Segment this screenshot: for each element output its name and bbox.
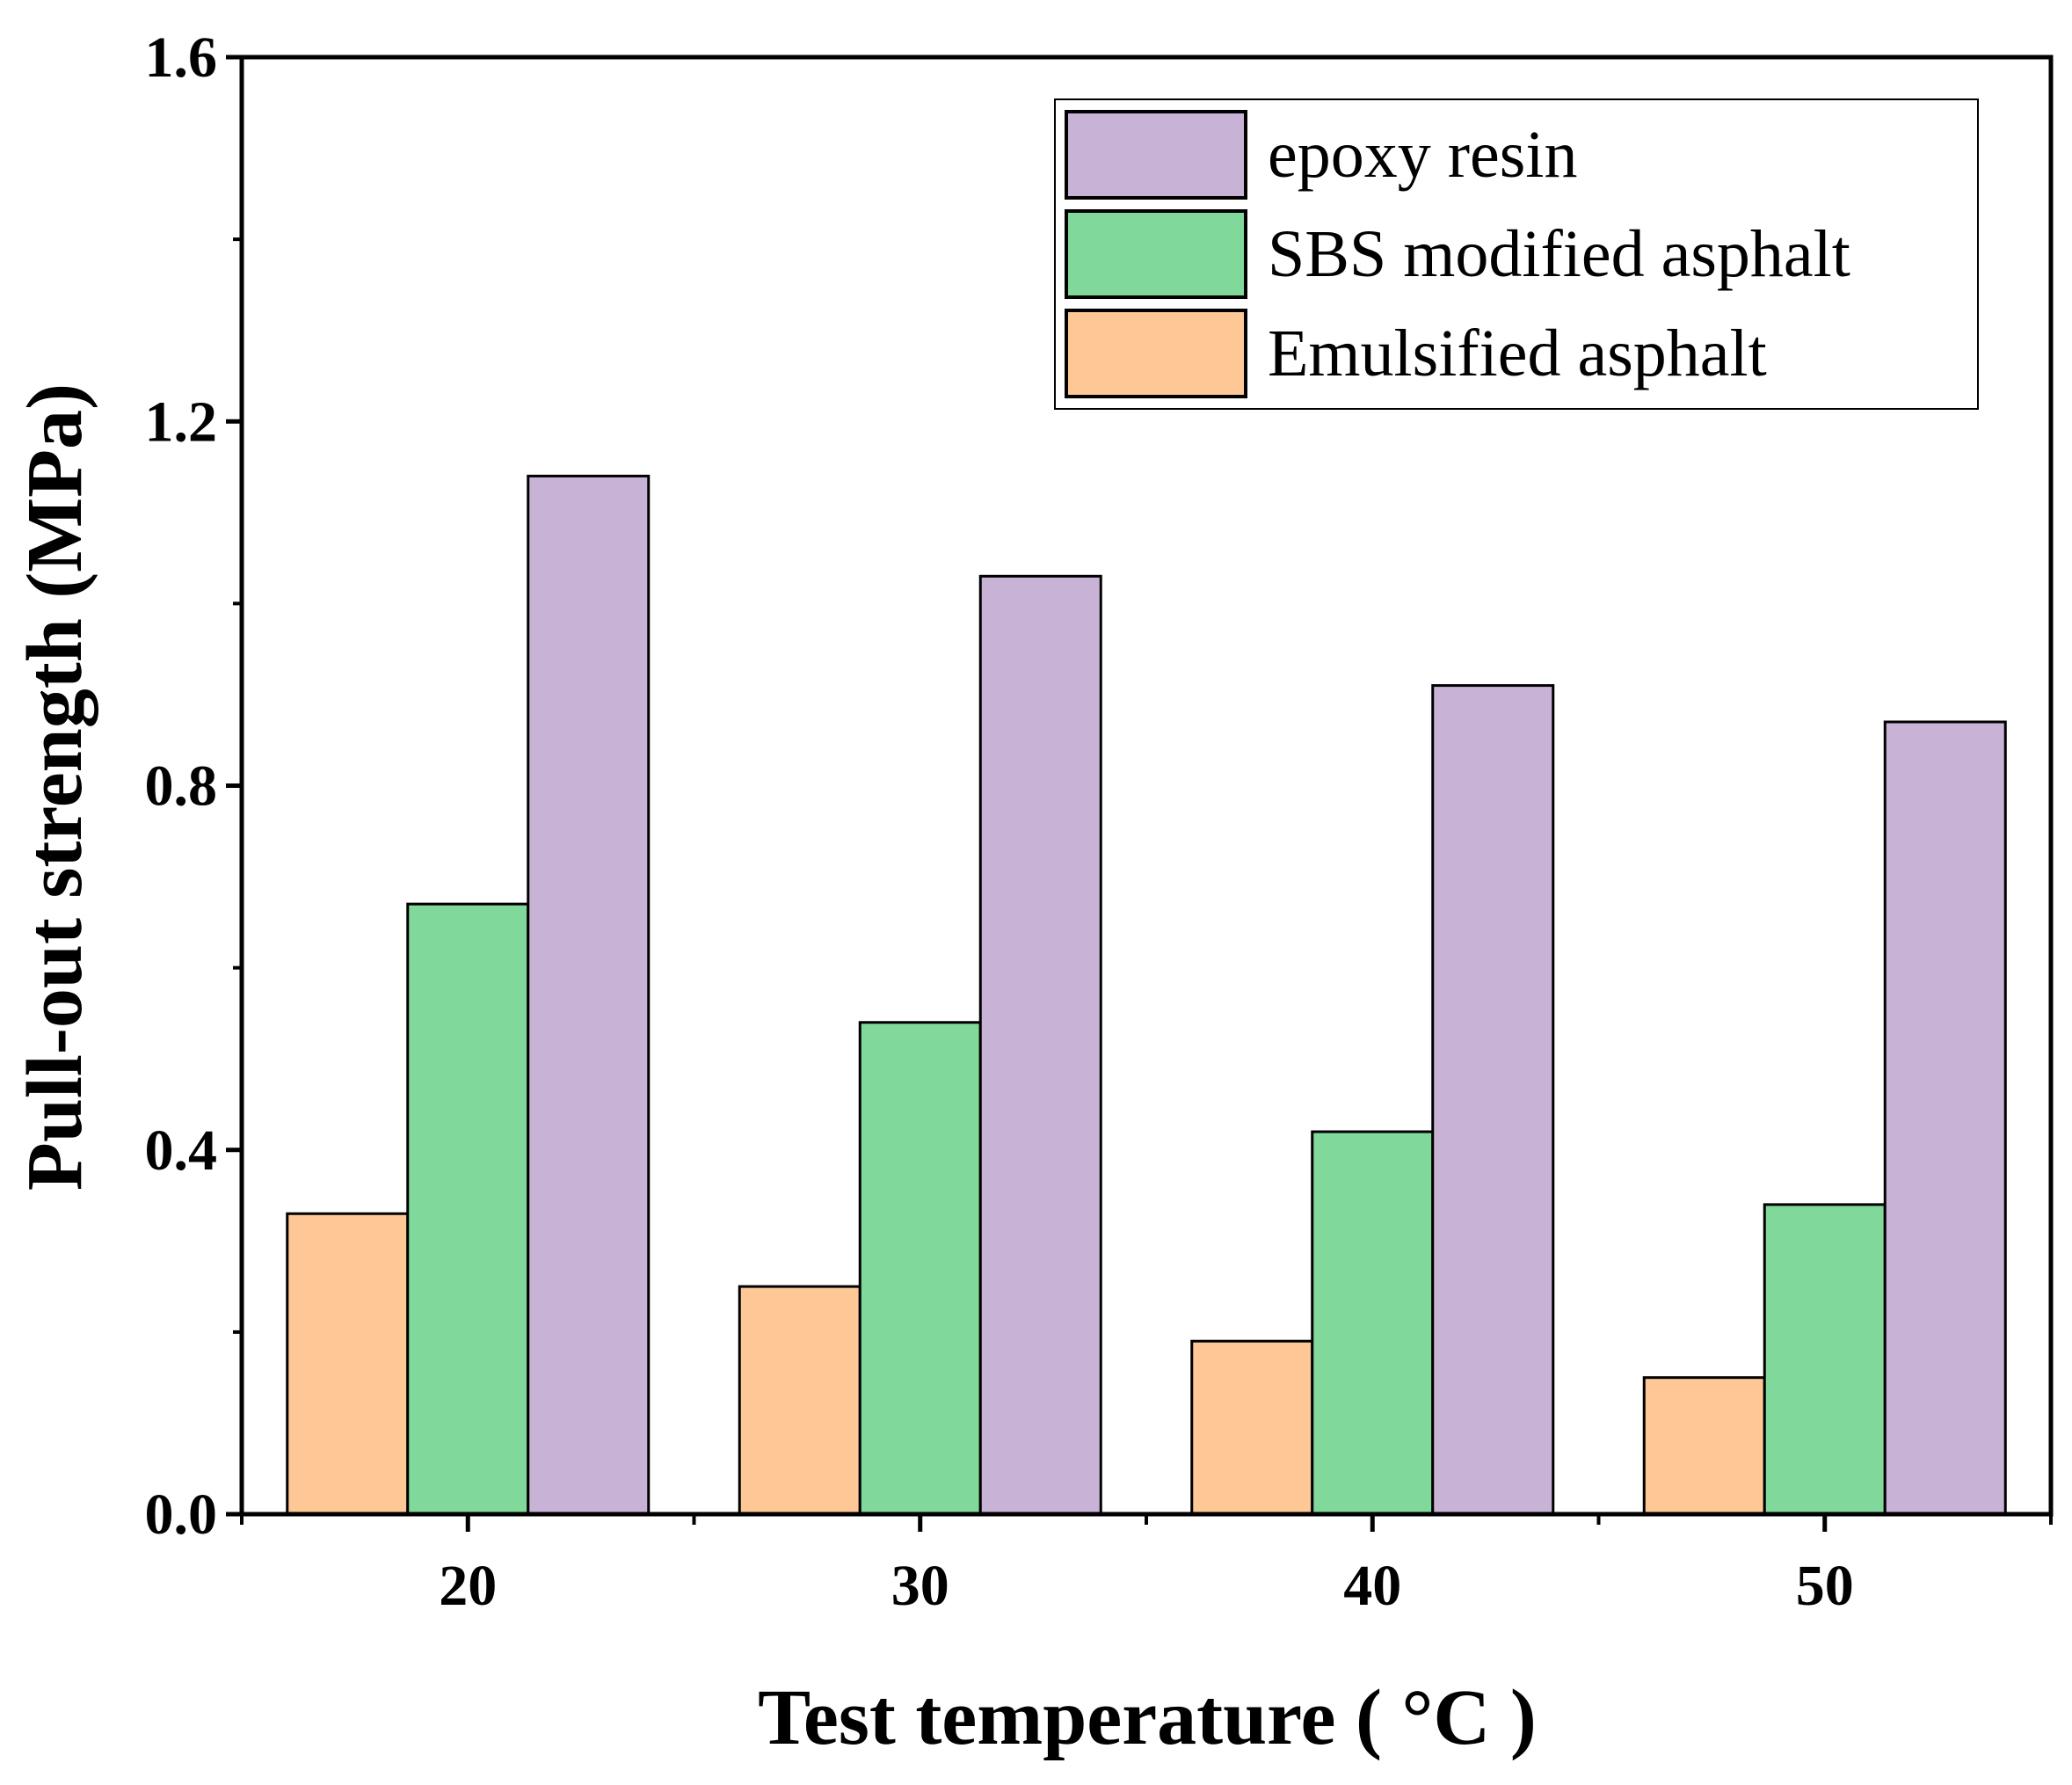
bar-sbs-modified-asphalt-50 — [1763, 1203, 1887, 1516]
bar-emulsified-asphalt-30 — [738, 1285, 862, 1516]
bar-emulsified-asphalt-40 — [1190, 1339, 1314, 1516]
legend-label: Emulsified asphalt — [1268, 317, 1767, 390]
legend-swatch — [1065, 209, 1247, 299]
bars-group — [286, 474, 2007, 1516]
y-tick-label: 1.6 — [145, 26, 218, 90]
bar-epoxy-resin-30 — [978, 574, 1102, 1516]
bar-epoxy-resin-40 — [1431, 684, 1555, 1516]
bar-emulsified-asphalt-50 — [1642, 1376, 1766, 1516]
legend-swatch — [1065, 110, 1247, 200]
x-tick-label: 50 — [1796, 1554, 1854, 1618]
legend-swatch — [1065, 309, 1247, 398]
y-tick-label: 1.2 — [145, 390, 218, 454]
x-axis-title: Test temperature ( °C ) — [758, 1674, 1537, 1761]
x-tick-label: 40 — [1343, 1554, 1401, 1618]
x-tick-label: 20 — [439, 1554, 497, 1618]
y-tick-label: 0.8 — [145, 754, 218, 819]
legend-label: epoxy resin — [1268, 118, 1577, 192]
y-tick-label: 0.0 — [145, 1483, 218, 1547]
legend: epoxy resin SBS modified asphalt Emulsifie… — [1054, 98, 1979, 410]
y-tick-label: 0.4 — [145, 1118, 218, 1183]
bar-sbs-modified-asphalt-40 — [1311, 1130, 1435, 1516]
bar-epoxy-resin-50 — [1883, 720, 2007, 1516]
bar-emulsified-asphalt-20 — [286, 1212, 410, 1516]
x-tick-label: 30 — [891, 1554, 949, 1618]
y-axis-title: Pull-out strength (MPa) — [11, 383, 98, 1191]
ticks-group: 0.0 0.4 0.8 1.2 1.6 20 30 40 50 — [145, 26, 2053, 1618]
bar-sbs-modified-asphalt-20 — [406, 902, 530, 1516]
bar-epoxy-resin-20 — [527, 474, 651, 1516]
bar-sbs-modified-asphalt-30 — [858, 1021, 982, 1516]
legend-label: SBS modified asphalt — [1268, 217, 1850, 291]
